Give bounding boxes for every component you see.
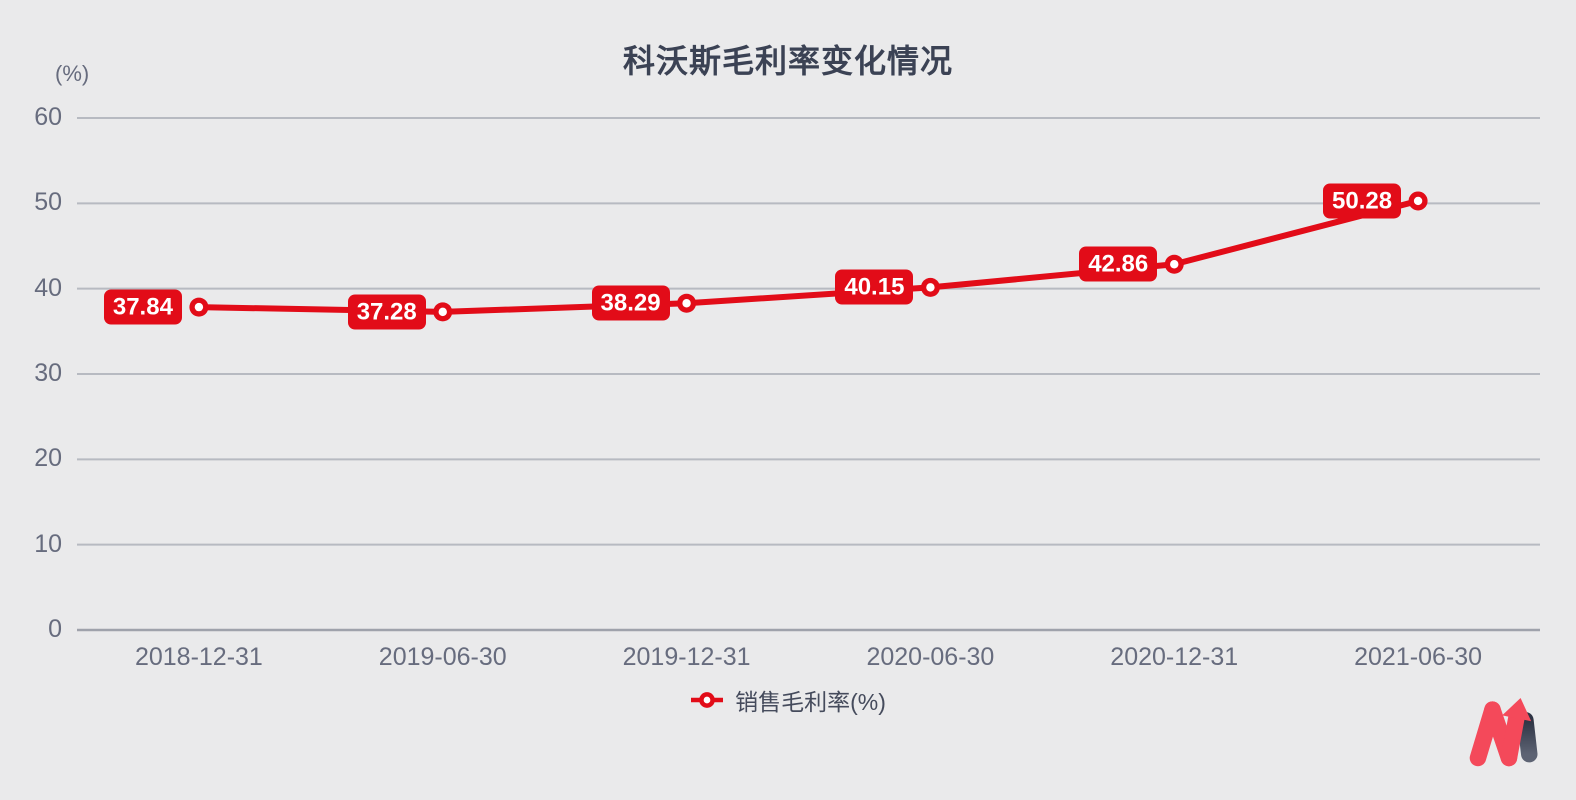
x-tick-label: 2021-06-30 [1354,643,1483,671]
y-tick-label: 10 [34,529,62,558]
logo-arrow-shaft [1500,708,1525,767]
y-tick-label: 60 [34,103,62,131]
chart-title: 科沃斯毛利率变化情况 [622,43,953,79]
data-point-label: 37.28 [347,294,426,330]
y-tick-label: 20 [34,444,62,473]
logo-arrow-head [1502,697,1532,722]
data-point-label: 50.28 [1323,183,1402,219]
y-tick-label: 50 [34,188,62,217]
x-tick-label: 2018-12-31 [134,643,263,671]
legend: 销售毛利率(%) [0,683,1576,717]
x-tick-label: 2019-12-31 [622,643,751,671]
data-point-marker-hole [194,302,204,312]
logo-dark-leg [1517,712,1538,763]
data-point-marker-hole [438,307,447,317]
m-trend-logo [1469,697,1538,767]
data-point-label: 42.86 [1079,246,1158,282]
data-point-label: 37.84 [103,289,182,325]
legend-item-gross-margin[interactable]: 销售毛利率(%) [690,683,886,717]
data-point-label: 38.29 [591,285,670,321]
data-point-marker-hole [1170,260,1179,269]
x-tick-label: 2020-06-30 [866,643,995,671]
data-point-marker-hole [1413,196,1423,206]
data-point-marker-hole [926,283,935,292]
y-tick-label: 0 [48,615,62,643]
data-point-marker-hole [682,299,691,308]
data-point-label: 40.15 [835,269,914,305]
legend-line-marker-icon [691,692,724,708]
x-tick-label: 2020-12-31 [1110,643,1239,671]
y-tick-label: 30 [34,359,62,387]
legend-item-label: 销售毛利率(%) [735,689,886,715]
y-tick-label: 40 [34,273,62,302]
x-tick-label: 2019-06-30 [378,643,507,671]
y-axis-unit-label: (%) [55,61,90,86]
